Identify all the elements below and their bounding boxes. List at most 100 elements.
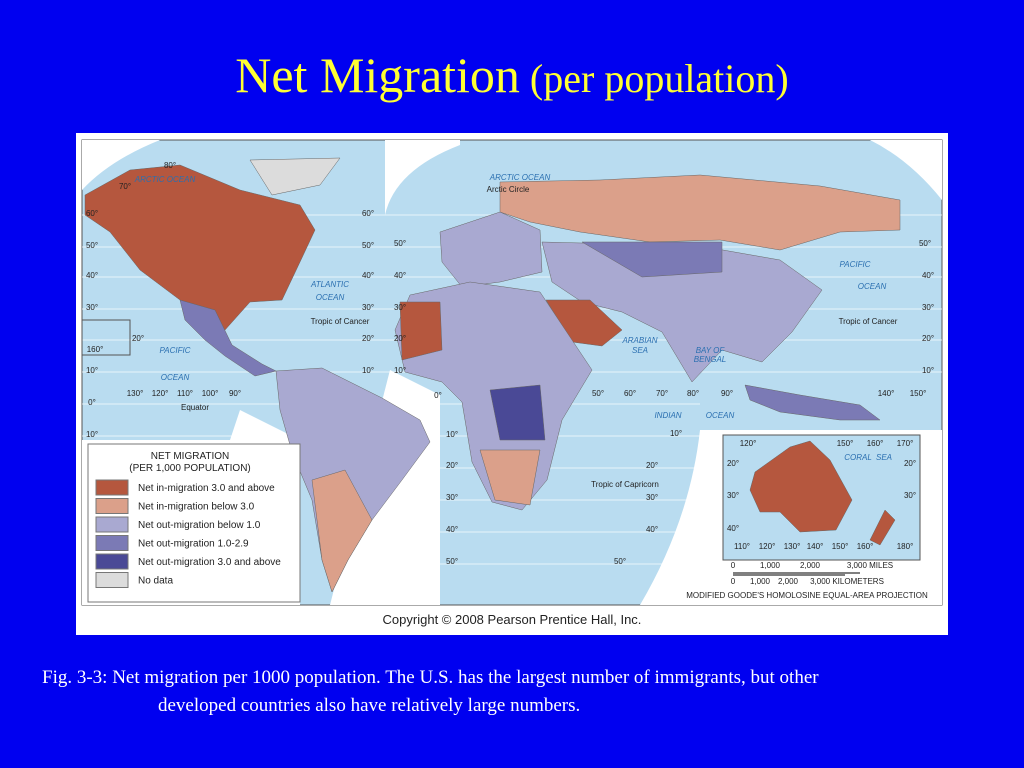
scale-label: 3,000 MILES xyxy=(847,561,893,570)
inset-label: 180° xyxy=(897,542,914,551)
map-label: 30° xyxy=(362,303,374,312)
greenland xyxy=(249,157,341,196)
central-america xyxy=(179,299,277,377)
scale-label: 2,000 xyxy=(778,577,799,586)
map-label: BENGAL xyxy=(694,355,726,364)
map-label: 50° xyxy=(394,239,406,248)
map-label: 10° xyxy=(362,366,374,375)
map-label: ARCTIC OCEAN xyxy=(134,175,196,184)
map-label: 20° xyxy=(132,334,144,343)
map-label: 40° xyxy=(362,271,374,280)
inset-label: 40° xyxy=(727,524,739,533)
legend: NET MIGRATION (PER 1,000 POPULATION) Net… xyxy=(87,443,301,603)
hawaii-inset xyxy=(81,319,131,356)
legend-title: NET MIGRATION xyxy=(151,451,230,462)
map-label: Tropic of Capricorn xyxy=(591,480,659,489)
australia xyxy=(749,440,853,533)
map-label: 90° xyxy=(229,389,241,398)
legend-title: (PER 1,000 POPULATION) xyxy=(129,463,251,474)
map-label: INDIAN xyxy=(654,411,681,420)
inset-label: 140° xyxy=(807,542,824,551)
inset-label: 30° xyxy=(727,491,739,500)
copyright: Copyright © 2008 Pearson Prentice Hall, … xyxy=(383,612,642,627)
map-label: 50° xyxy=(592,389,604,398)
title-main: Net Migration xyxy=(235,47,520,103)
legend-swatch xyxy=(95,479,129,496)
inset-label: 170° xyxy=(897,439,914,448)
map-label: 50° xyxy=(919,239,931,248)
inset-label: CORAL xyxy=(844,453,872,462)
inset-label: 30° xyxy=(904,491,916,500)
map-label: 10° xyxy=(446,430,458,439)
map-label: 40° xyxy=(86,271,98,280)
inset-label: 150° xyxy=(832,542,849,551)
scale-label: 2,000 xyxy=(800,561,821,570)
map-label: Equator xyxy=(181,403,209,412)
legend-label: Net in-migration below 3.0 xyxy=(138,502,255,513)
scale-label: 1,000 xyxy=(750,577,771,586)
map-label: 10° xyxy=(670,429,682,438)
map-label: 60° xyxy=(624,389,636,398)
new-zealand xyxy=(869,509,896,546)
map-label: 20° xyxy=(646,461,658,470)
map-label: 30° xyxy=(646,493,658,502)
map-label: 50° xyxy=(614,557,626,566)
southern-africa xyxy=(479,449,541,506)
map-label: OCEAN xyxy=(161,373,190,382)
map-label: 50° xyxy=(362,241,374,250)
map-label: OCEAN xyxy=(316,293,345,302)
map-label: 10° xyxy=(394,366,406,375)
map-label: Tropic of Cancer xyxy=(311,317,370,326)
gap xyxy=(385,140,460,215)
southeast-asia xyxy=(744,384,881,421)
map-label: Arctic Circle xyxy=(487,185,530,194)
legend-swatch xyxy=(95,553,129,570)
west-africa xyxy=(399,301,443,361)
map-label: 140° xyxy=(878,389,895,398)
legend-swatch xyxy=(95,535,129,551)
gap xyxy=(82,140,160,190)
map-label: 30° xyxy=(446,493,458,502)
map-label: 0° xyxy=(434,391,442,400)
argentina xyxy=(311,469,373,593)
russia xyxy=(499,174,901,251)
map-label: BAY OF xyxy=(696,346,726,355)
legend-swatch xyxy=(95,572,129,588)
inset-label: 120° xyxy=(759,542,776,551)
map-label: 120° xyxy=(152,389,169,398)
map-label: 10° xyxy=(86,366,98,375)
gap xyxy=(870,140,942,200)
central-africa xyxy=(489,384,546,441)
map-label: 150° xyxy=(910,389,927,398)
map-label: 80° xyxy=(687,389,699,398)
caption: developed countries also have relatively… xyxy=(158,695,580,716)
legend-swatch xyxy=(95,498,129,514)
map-label: 60° xyxy=(362,209,374,218)
legend-label: Net in-migration 3.0 and above xyxy=(138,483,275,494)
inset-label: SEA xyxy=(876,453,892,462)
legend-swatch xyxy=(95,516,129,533)
map-label: 40° xyxy=(394,271,406,280)
map-label: ATLANTIC xyxy=(310,280,349,289)
scale-label: 3,000 KILOMETERS xyxy=(810,577,884,586)
inset-label: 120° xyxy=(740,439,757,448)
map-label: 100° xyxy=(202,389,219,398)
map-label: 20° xyxy=(446,461,458,470)
scale-label: 1,000 xyxy=(760,561,781,570)
scale-label: 0 xyxy=(731,561,736,570)
map-label: PACIFIC xyxy=(840,260,871,269)
central-asia xyxy=(581,241,723,278)
map-label: 0° xyxy=(88,398,96,407)
map-label: 70° xyxy=(656,389,668,398)
europe xyxy=(439,211,543,288)
map-label: Tropic of Cancer xyxy=(839,317,898,326)
map-label: 20° xyxy=(362,334,374,343)
map-label: 50° xyxy=(86,241,98,250)
inset-label: 20° xyxy=(727,459,739,468)
legend-label: Net out-migration 3.0 and above xyxy=(138,557,281,568)
map-label: 30° xyxy=(922,303,934,312)
legend-label: Net out-migration below 1.0 xyxy=(138,520,261,531)
map-label: 130° xyxy=(127,389,144,398)
inset-label: 150° xyxy=(837,439,854,448)
